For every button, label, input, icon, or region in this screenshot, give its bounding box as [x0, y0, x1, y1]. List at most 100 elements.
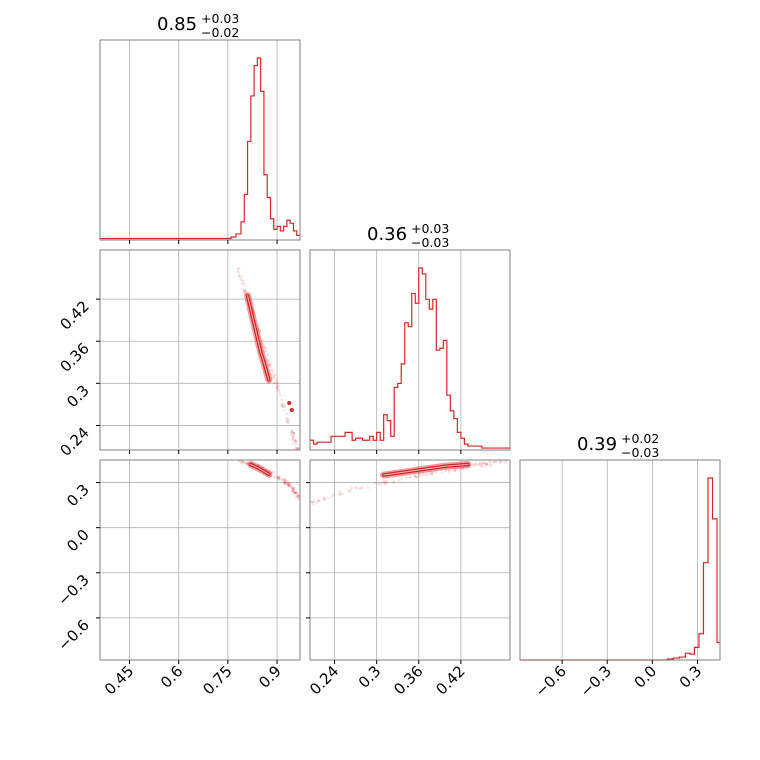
- lower-2-1-sample-point: [413, 472, 417, 476]
- lower-2-0-sample-point: [244, 462, 248, 466]
- lower-1-0-ytick-label-3: 0.42: [56, 297, 92, 333]
- lower-2-1-sample-point: [430, 472, 434, 476]
- lower-2-1-sample-point: [427, 472, 430, 476]
- lower-1-0-sample-point: [237, 267, 241, 270]
- lower-2-0-sample-point: [274, 474, 278, 478]
- lower-1-0-sample-point: [242, 282, 246, 285]
- lower-1-0-sample-point: [297, 455, 300, 458]
- lower-1-0-sample-point: [237, 274, 241, 278]
- lower-2-0-sample-point: [287, 484, 290, 487]
- lower-1-0-sample-point: [263, 347, 267, 351]
- lower-2-1-sample-point: [453, 468, 456, 472]
- lower-2-0-sample-point: [238, 457, 241, 460]
- lower-1-0-sample-point: [295, 446, 298, 450]
- lower-1-0-sample-point: [269, 365, 272, 368]
- lower-1-0-sample-point: [259, 340, 263, 344]
- lower-1-0-sample-point: [276, 386, 280, 390]
- lower-1-0-sample-point: [297, 453, 300, 456]
- lower-1-0-sample-point: [258, 329, 261, 333]
- lower-2-0-sample-point: [289, 485, 293, 488]
- lower-2-1-sample-point: [447, 469, 451, 472]
- lower-2-1-xtick-label-2: 0.36: [390, 662, 426, 698]
- lower-2-0-sample-point: [282, 480, 286, 484]
- lower-2-1-sample-point: [417, 471, 421, 475]
- lower-1-0-sample-point: [273, 374, 277, 377]
- lower-2-0-sample-point: [283, 480, 286, 483]
- lower-2-1-sample-point: [311, 500, 314, 504]
- lower-1-0-sample-point: [259, 335, 262, 339]
- lower-2-0-sample-point: [245, 460, 249, 464]
- lower-1-0-sample-point: [286, 417, 290, 421]
- lower-2-1-sample-point: [443, 468, 447, 472]
- lower-2-0-sample-point: [291, 486, 295, 489]
- lower-1-0-sample-point: [296, 447, 300, 450]
- lower-1-0-sample-point: [243, 290, 247, 294]
- lower-2-1-sample-point: [413, 475, 417, 478]
- lower-1-0-sample-point: [281, 404, 284, 408]
- lower-1-0-sample-point: [257, 332, 261, 335]
- grid-layer: [100, 40, 698, 660]
- lower-2-0-sample-point: [277, 477, 280, 480]
- diag-1-frame: [309, 249, 511, 451]
- lower-1-0-sample-point: [285, 417, 288, 420]
- lower-2-1-sample-point: [384, 482, 388, 485]
- diag-1-bin-6: [356, 438, 363, 450]
- lower-2-0-sample-point: [240, 460, 244, 463]
- diag-1-bin-23: [422, 274, 426, 450]
- lower-2-0-sample-point: [238, 460, 242, 463]
- diag-0-bin-22: [274, 229, 277, 240]
- lower-2-0-sample-point: [242, 461, 245, 464]
- lower-2-0-sample-point: [294, 491, 297, 494]
- diag-2-bin-7: [699, 634, 704, 660]
- lower-2-0-sample-point: [287, 482, 291, 486]
- lower-1-0-sample-point: [277, 388, 280, 392]
- lower-2-0-sample-point: [272, 471, 276, 474]
- title-diag-1: 0.36 +0.03 −0.03: [367, 221, 449, 250]
- title-diag-2: 0.39 +0.02 −0.03: [577, 431, 659, 460]
- lower-1-0-sample-point: [291, 434, 295, 438]
- lower-1-0-sample-point: [293, 439, 297, 442]
- lower-2-0-ytick-label-2: 0.0: [63, 526, 93, 556]
- lower-1-0-sample-point: [241, 279, 245, 282]
- lower-2-0-sample-point: [240, 460, 244, 464]
- lower-2-1-sample-point: [480, 464, 484, 467]
- lower-2-1-sample-point: [311, 501, 315, 504]
- sample-scatter-layer: [236, 267, 510, 506]
- diag-2-bin-8: [703, 563, 708, 660]
- lower-1-0-sample-point: [292, 431, 296, 435]
- lower-1-0-sample-point: [289, 433, 293, 436]
- lower-2-0-frame: [99, 459, 301, 661]
- lower-1-0-sample-point: [273, 382, 277, 385]
- lower-2-1-sample-point: [434, 470, 437, 474]
- diag-2-bin-6: [694, 647, 699, 660]
- lower-2-1-sample-point: [422, 472, 426, 476]
- lower-1-0-sample-point: [256, 327, 260, 331]
- lower-2-1-sample-point: [361, 486, 364, 489]
- diag-0-frame: [99, 39, 301, 241]
- lower-2-1-sample-point: [453, 469, 457, 472]
- lower-1-0-sample-point: [294, 440, 298, 444]
- lower-2-0-sample-point: [295, 491, 299, 495]
- lower-1-0-sample-point: [272, 376, 275, 379]
- lower-1-0-sample-point: [267, 359, 271, 362]
- lower-1-0-ytick-label-2: 0.36: [56, 339, 92, 375]
- lower-2-0-sample-point: [294, 491, 297, 495]
- lower-2-0-sample-point: [288, 481, 292, 485]
- lower-2-1-sample-point: [473, 463, 477, 466]
- lower-1-0-sample-point: [274, 386, 278, 389]
- diag-1-bin-25: [429, 309, 433, 450]
- lower-2-1-sample-point: [414, 475, 418, 479]
- lower-2-0-sample-point: [292, 490, 296, 493]
- lower-2-0-sample-point: [288, 483, 291, 487]
- lower-2-0-sample-point: [245, 462, 248, 465]
- axes-frames: [99, 39, 721, 661]
- lower-1-0-sample-point: [267, 363, 271, 367]
- lower-1-0-sample-point: [278, 391, 281, 394]
- lower-2-1-sample-point: [450, 469, 454, 472]
- lower-2-1-sample-point: [488, 463, 492, 467]
- lower-1-0-sample-point: [272, 381, 276, 384]
- title-minus-0: −0.02: [201, 25, 239, 40]
- lower-2-0-sample-point: [283, 481, 287, 485]
- lower-2-1-sample-point: [440, 470, 444, 474]
